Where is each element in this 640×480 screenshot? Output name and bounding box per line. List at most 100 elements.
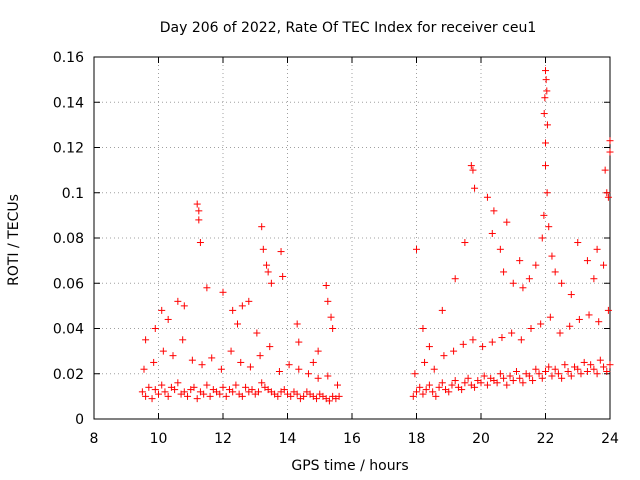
data-point: [263, 261, 271, 269]
data-point: [274, 392, 282, 400]
data-point: [464, 374, 472, 382]
data-point: [471, 383, 479, 391]
data-point: [329, 325, 337, 332]
data-point: [471, 184, 479, 192]
x-tick-label: 24: [601, 431, 619, 447]
x-tick-label: 22: [537, 431, 555, 447]
data-point: [506, 372, 514, 380]
data-point: [467, 162, 475, 170]
data-point: [287, 392, 295, 400]
x-tick-label: 14: [279, 431, 297, 447]
data-point: [179, 336, 187, 344]
data-point: [314, 374, 322, 382]
data-point: [516, 257, 524, 265]
data-point: [532, 365, 540, 373]
data-point: [425, 343, 433, 351]
x-axis-label: GPS time / hours: [291, 458, 408, 474]
data-point: [208, 354, 216, 362]
data-point: [155, 390, 162, 398]
data-point: [324, 372, 332, 380]
x-tick-label: 18: [408, 431, 426, 447]
y-tick-labels: 0 0.02 0.04 0.06 0.08 0.1 0.12 0.14 0.16: [53, 50, 84, 428]
data-point: [606, 137, 614, 145]
data-point: [193, 395, 201, 403]
data-point: [219, 383, 227, 391]
data-point: [540, 211, 548, 219]
data-point: [496, 245, 504, 253]
data-point: [606, 148, 614, 156]
data-point: [190, 383, 198, 391]
data-point: [227, 347, 235, 355]
data-point: [140, 365, 148, 373]
data-point: [138, 388, 146, 396]
x-tick-label: 10: [150, 431, 168, 447]
data-point: [503, 218, 511, 226]
data-point: [461, 379, 469, 387]
data-point: [327, 313, 335, 321]
data-point: [459, 340, 467, 348]
data-point: [159, 347, 167, 355]
data-point: [574, 239, 582, 247]
data-point: [206, 392, 214, 400]
data-point: [169, 352, 177, 360]
data-point: [445, 388, 453, 396]
data-point: [335, 392, 343, 400]
data-point: [421, 358, 429, 366]
data-point: [333, 381, 341, 389]
data-point: [216, 390, 224, 398]
data-point: [234, 320, 242, 328]
data-point: [483, 381, 491, 389]
data-point: [490, 207, 498, 215]
data-point: [148, 395, 156, 403]
data-point: [293, 390, 301, 398]
data-point: [142, 336, 150, 344]
data-point: [542, 162, 549, 170]
y-tick-label: 0: [75, 412, 84, 428]
data-point: [604, 306, 612, 314]
data-point: [238, 302, 246, 310]
data-point: [451, 377, 459, 385]
data-point: [411, 370, 419, 378]
data-point: [590, 275, 598, 283]
data-point: [577, 370, 585, 378]
data-point: [566, 322, 574, 330]
data-point: [409, 392, 417, 400]
data-point: [606, 361, 614, 369]
data-point: [580, 358, 588, 366]
data-point: [542, 367, 549, 375]
data-point: [432, 392, 440, 400]
data-point: [266, 343, 274, 351]
data-point: [158, 306, 166, 314]
data-point: [509, 279, 517, 287]
data-point: [259, 245, 267, 253]
y-tick-label: 0.12: [53, 141, 84, 157]
data-point: [543, 87, 551, 95]
data-point: [480, 372, 488, 380]
chart-title: Day 206 of 2022, Rate Of TEC Index for r…: [160, 20, 536, 36]
data-point: [567, 291, 575, 299]
y-tick-label: 0.14: [53, 95, 84, 111]
data-point: [174, 297, 182, 305]
data-point: [542, 67, 549, 75]
data-point: [413, 388, 420, 396]
data-point: [264, 268, 272, 276]
data-point: [180, 302, 188, 310]
data-point: [188, 356, 196, 364]
y-tick-label: 0.16: [53, 50, 84, 66]
data-point: [556, 329, 564, 337]
data-point: [537, 320, 545, 328]
data-point: [277, 248, 285, 256]
data-point: [232, 381, 240, 389]
data-point: [151, 325, 159, 332]
data-point: [500, 268, 508, 276]
data-point: [545, 363, 553, 371]
y-tick-label: 0.02: [53, 367, 84, 383]
data-point: [538, 374, 546, 382]
data-point: [322, 282, 330, 290]
data-point: [164, 392, 172, 400]
grid-lines: [94, 57, 610, 419]
data-point: [430, 365, 438, 373]
data-point: [516, 374, 524, 382]
data-point: [483, 193, 491, 201]
